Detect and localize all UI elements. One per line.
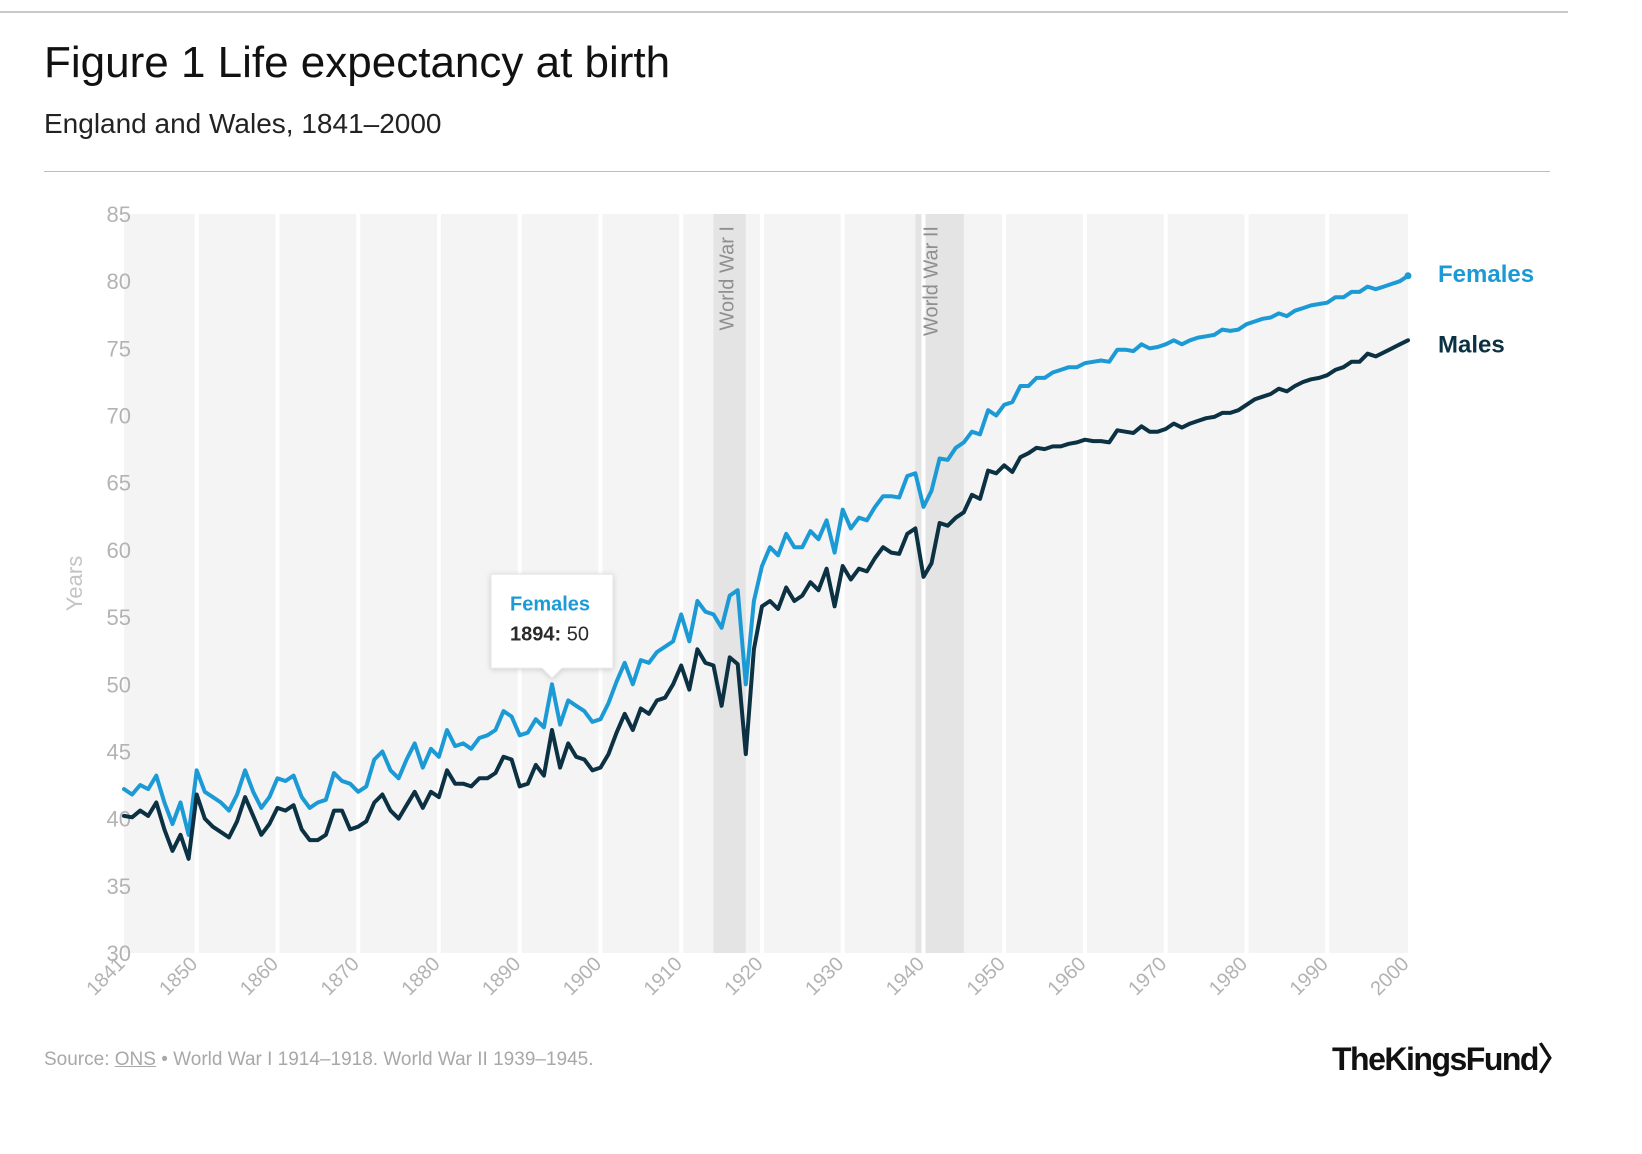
y-tick-55: 55 [107,605,131,630]
kings-fund-logo[interactable]: TheKingsFund〉 [1332,1034,1570,1080]
y-tick-85: 85 [107,202,131,227]
y-tick-50: 50 [107,672,131,697]
y-tick-40: 40 [107,807,131,832]
y-tick-80: 80 [107,269,131,294]
x-tick-1910: 1910 [640,953,687,1000]
x-tick-2000: 2000 [1367,953,1414,1000]
y-axis-title: Years [62,556,87,611]
y-tick-35: 35 [107,874,131,899]
logo-text: TheKingsFund [1332,1041,1539,1077]
x-axis-ticks: 1841 1850 1860 1870 1880 1890 1900 1910 1920 1930… [83,953,1414,1000]
y-tick-30: 30 [107,941,131,966]
war-band-1 [713,214,746,953]
source-prefix: Source: [44,1049,115,1070]
y-axis-ticks: 30 35 40 45 50 55 60 65 70 75 80 85 [107,202,131,966]
war-label-2: World War II [920,226,942,336]
x-tick-1900: 1900 [559,953,606,1000]
source-link[interactable]: ONS [114,1049,156,1070]
x-tick-1880: 1880 [397,953,444,1000]
chart-title: Figure 1 Life expectancy at birth [44,38,671,87]
tooltip-number: 50 [561,623,589,645]
x-tick-1980: 1980 [1205,953,1252,1000]
plot-background [124,214,1408,953]
x-tick-1860: 1860 [236,953,283,1000]
war-label-1: World War I [717,226,739,330]
y-tick-75: 75 [107,336,131,361]
legend-females: Females [1438,261,1534,288]
tooltip-year: 1894: [510,623,561,645]
x-tick-1850: 1850 [155,953,202,1000]
x-tick-1970: 1970 [1124,953,1171,1000]
series-line-males [122,338,1410,861]
war-note: • World War I 1914–1918. World War II 19… [155,1049,594,1070]
tooltip-series: Females [510,593,590,615]
legend-males: Males [1438,331,1505,358]
females-end-point [1404,272,1412,280]
series-lines [122,272,1412,861]
top-rule [0,11,1568,13]
legend: Females Males [1438,261,1534,358]
x-tick-1940: 1940 [882,953,929,1000]
x-tick-1930: 1930 [801,953,848,1000]
chart-subtitle: England and Wales, 1841–2000 [44,108,442,139]
chevron-right-icon: 〉 [1537,1041,1570,1077]
tooltip: Females 1894: 50 [490,573,614,679]
tooltip-value: 1894: 50 [510,623,589,645]
x-tick-1890: 1890 [478,953,525,1000]
source-note: Source: ONS • World War I 1914–1918. Wor… [44,1049,594,1071]
x-tick-1950: 1950 [963,953,1010,1000]
y-tick-65: 65 [107,471,131,496]
y-tick-70: 70 [107,404,131,429]
war-labels: World War I World War II [717,226,943,336]
gridlines [194,214,1330,953]
x-tick-1990: 1990 [1286,953,1333,1000]
x-tick-1870: 1870 [317,953,364,1000]
series-line-females [122,273,1410,837]
x-tick-1920: 1920 [720,953,767,1000]
header-divider [44,171,1550,172]
y-tick-60: 60 [107,538,131,563]
y-tick-45: 45 [107,739,131,764]
tooltip-box [490,573,614,679]
x-tick-1960: 1960 [1043,953,1090,1000]
